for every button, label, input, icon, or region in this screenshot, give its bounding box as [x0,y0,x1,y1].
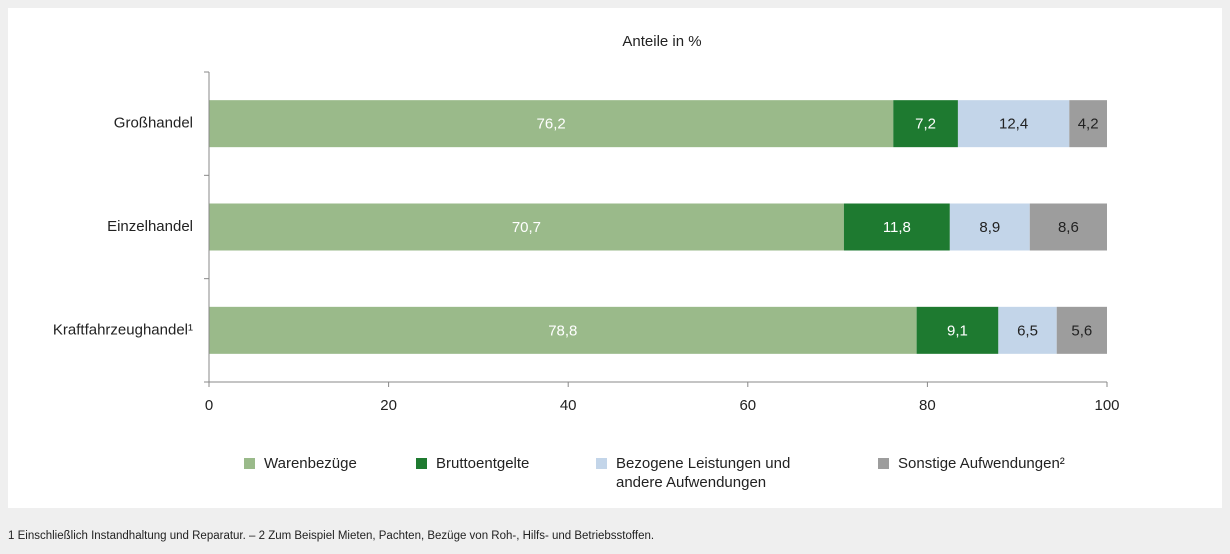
bar-segment [893,100,958,148]
data-label: 78,8 [548,322,577,339]
data-label: 6,5 [1017,322,1038,339]
legend-item: Bruttoentgelte [416,454,529,473]
footnote: 1 Einschließlich Instandhaltung und Repa… [8,530,655,542]
data-label: 8,9 [979,219,1000,236]
bar-segment [209,306,917,354]
x-tick-label: 80 [919,397,936,414]
chart-title: Anteile in % [622,33,701,50]
legend-item: Bezogene Leistungen und andere Aufwendun… [596,454,836,492]
data-label: 7,2 [915,116,936,133]
data-label: 70,7 [512,219,541,236]
y-tick-label: Großhandel [114,115,193,132]
legend: Warenbezüge Bruttoentgelte Bezogene Leistu… [0,454,1230,494]
bar-segment [1029,203,1107,251]
legend-item: Warenbezüge [244,454,357,473]
data-label: 8,6 [1058,219,1079,236]
data-label: 9,1 [947,322,968,339]
data-label: 5,6 [1071,322,1092,339]
x-tick-label: 0 [205,397,213,414]
legend-label: Warenbezüge [264,455,357,472]
y-tick-label: Einzelhandel [107,218,193,235]
data-label: 4,2 [1078,116,1099,133]
bar-segment [209,100,894,148]
bar-segment [1069,100,1107,148]
x-tick-label: 20 [380,397,397,414]
bar-segment [949,203,1030,251]
bar-segment [998,306,1057,354]
legend-item: Sonstige Aufwendungen² [878,454,1065,473]
legend-swatch [244,458,255,469]
x-tick-label: 60 [739,397,756,414]
bar-segment [957,100,1070,148]
legend-swatch [416,458,427,469]
bar-segment [209,203,844,251]
data-label: 11,8 [883,219,911,236]
bar-segment [916,306,999,354]
y-tick-label: Kraftfahrzeughandel¹ [53,321,193,338]
legend-label: Bruttoentgelte [436,455,530,472]
x-tick-label: 40 [560,397,577,414]
data-label: 12,4 [999,116,1028,133]
legend-label: Sonstige Aufwendungen² [898,455,1065,472]
x-tick-label: 100 [1094,397,1119,414]
legend-label: Bezogene Leistungen und andere Aufwendun… [616,455,791,491]
legend-swatch [596,458,607,469]
bar-segment [843,203,950,251]
chart-panel [8,8,1222,508]
legend-swatch [878,458,889,469]
bar-segment [1056,306,1107,354]
data-label: 76,2 [537,116,566,133]
